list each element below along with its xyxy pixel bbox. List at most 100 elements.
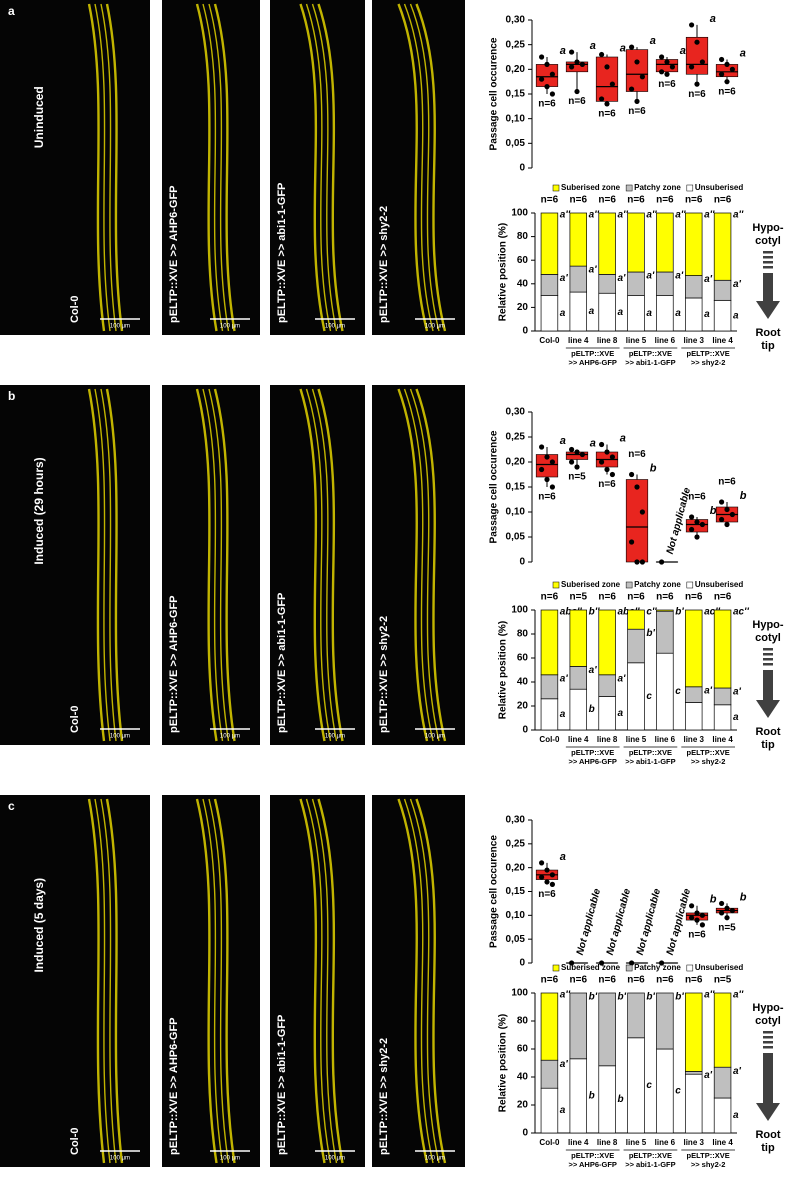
bar-segment — [541, 274, 558, 295]
group-label: pELTP::XVE — [571, 748, 614, 757]
scale-bar-label: 100 µm — [220, 1156, 240, 1162]
significance-letter: a — [740, 47, 746, 59]
legend-swatch — [553, 185, 559, 191]
data-point — [599, 459, 604, 464]
significance-letter: a — [560, 308, 566, 319]
legend-label: Unsuberised — [695, 183, 744, 192]
n-label: n=6 — [570, 195, 588, 206]
genotype-label: pELTP::XVE >> abi1-1-GFP — [276, 183, 288, 323]
group-label: pELTP::XVE — [629, 1151, 672, 1160]
data-point — [689, 22, 694, 27]
significance-letter: c — [646, 1080, 652, 1091]
bar-segment — [714, 688, 731, 705]
orientation-label: Hypo- — [752, 1002, 784, 1014]
x-tick-label: line 4 — [712, 1138, 733, 1147]
bar-segment — [599, 213, 616, 274]
data-point — [659, 54, 664, 59]
orientation-label: tip — [761, 1142, 775, 1154]
n-label: n=6 — [688, 89, 706, 100]
data-point — [574, 59, 579, 64]
data-point — [569, 447, 574, 452]
significance-letter: a' — [733, 1066, 742, 1077]
y-tick-label: 0,05 — [506, 934, 526, 945]
n-label: n=5 — [714, 975, 732, 986]
micrograph — [0, 385, 150, 745]
data-point — [544, 477, 549, 482]
significance-letter: b — [650, 462, 657, 474]
legend-label: Patchy zone — [634, 963, 681, 972]
arrow-dash — [763, 266, 773, 269]
significance-letter: a — [733, 1110, 739, 1121]
bar-segment — [714, 280, 731, 300]
data-point — [604, 64, 609, 69]
significance-letter: a — [589, 306, 595, 317]
n-label: n=6 — [685, 975, 703, 986]
significance-letter: b — [710, 505, 717, 517]
scale-bar-label: 100 µm — [425, 1156, 445, 1162]
bar-segment — [570, 689, 587, 730]
n-label: n=6 — [685, 592, 703, 603]
data-point — [694, 82, 699, 87]
n-label: n=6 — [598, 479, 616, 490]
significance-letter: a'' — [704, 990, 715, 1001]
data-point — [719, 57, 724, 62]
significance-letter: a' — [733, 279, 742, 290]
data-point — [574, 464, 579, 469]
y-tick-label: 20 — [517, 1100, 529, 1111]
group-label: >> AHP6-GFP — [568, 358, 617, 367]
significance-letter: b' — [589, 992, 598, 1003]
orientation-label: cotyl — [755, 235, 781, 247]
y-tick-label: 0,15 — [506, 482, 526, 493]
bar-segment — [541, 610, 558, 675]
n-label: n=6 — [627, 592, 645, 603]
y-tick-label: 100 — [511, 605, 528, 616]
significance-letter: a — [620, 432, 626, 444]
bar-segment — [541, 213, 558, 274]
group-label: pELTP::XVE — [687, 1151, 730, 1160]
data-point — [550, 882, 555, 887]
data-point — [574, 89, 579, 94]
bar-segment — [656, 611, 673, 653]
n-label: n=6 — [598, 592, 616, 603]
data-point — [640, 509, 645, 514]
significance-letter: a — [646, 308, 652, 319]
n-label: n=6 — [656, 195, 674, 206]
significance-letter: b' — [618, 992, 627, 1003]
significance-letter: a'' — [646, 210, 657, 221]
group-label: pELTP::XVE — [687, 748, 730, 757]
significance-letter: a' — [560, 673, 569, 684]
y-tick-label: 60 — [517, 653, 529, 664]
condition-label: Induced (5 days) — [32, 878, 46, 973]
n-label: n=6 — [538, 99, 556, 110]
bar-segment — [628, 629, 645, 663]
significance-letter: a — [590, 40, 596, 52]
y-tick-label: 100 — [511, 988, 528, 999]
bar-segment — [570, 666, 587, 689]
x-tick-label: line 5 — [626, 336, 647, 345]
n-label: n=6 — [568, 96, 586, 107]
significance-letter: b — [740, 891, 747, 903]
significance-letter: b' — [646, 628, 655, 639]
n-label: n=6 — [627, 975, 645, 986]
data-point — [539, 860, 544, 865]
group-label: >> abi1-1-GFP — [625, 1160, 675, 1169]
x-tick-label: line 4 — [568, 735, 589, 744]
data-point — [694, 40, 699, 45]
arrow-dash — [763, 251, 773, 254]
significance-letter: a'' — [675, 210, 686, 221]
significance-letter: a' — [733, 687, 742, 698]
arrow-dash — [763, 653, 773, 656]
data-point — [634, 59, 639, 64]
significance-letter: a'' — [704, 210, 715, 221]
data-point — [634, 559, 639, 564]
y-tick-label: 0,30 — [506, 15, 526, 26]
legend-label: Patchy zone — [634, 183, 681, 192]
significance-letter: a — [560, 435, 566, 447]
x-tick-label: line 4 — [712, 336, 733, 345]
data-point — [599, 96, 604, 101]
orientation-label: Hypo- — [752, 619, 784, 631]
legend-label: Suberised zone — [561, 183, 621, 192]
data-point — [550, 72, 555, 77]
legend-label: Patchy zone — [634, 580, 681, 589]
legend-label: Suberised zone — [561, 580, 621, 589]
